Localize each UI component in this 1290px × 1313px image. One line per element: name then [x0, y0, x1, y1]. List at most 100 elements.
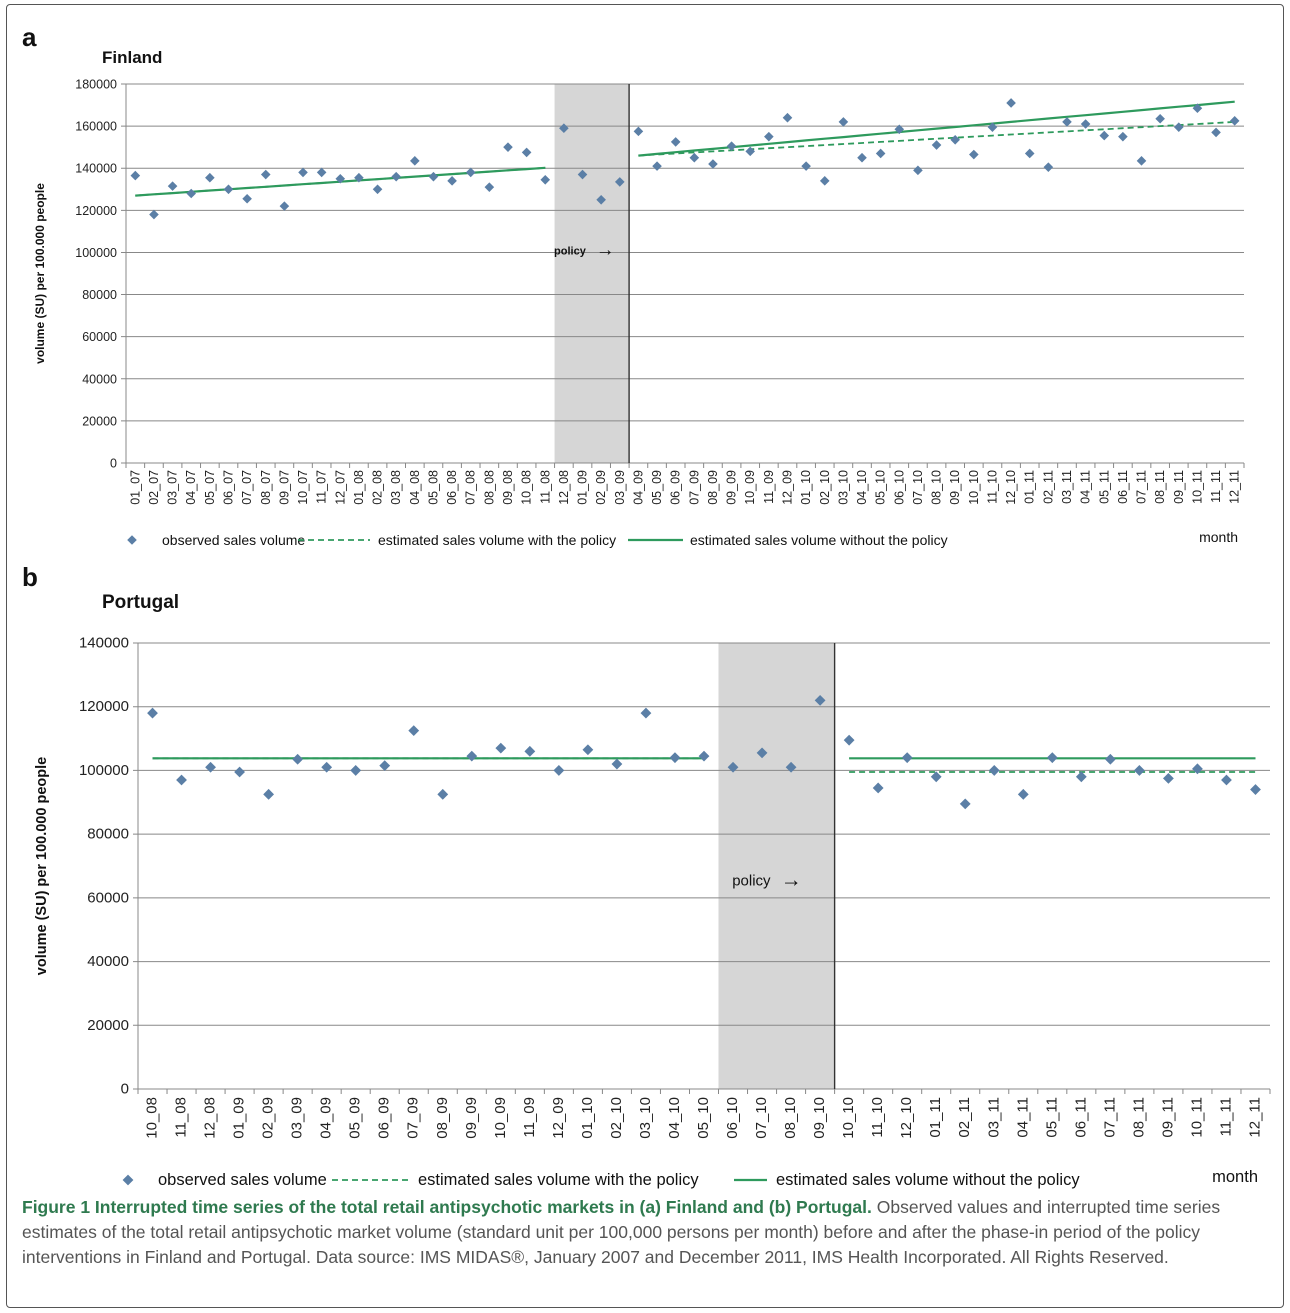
observed-point [372, 184, 383, 195]
y-tick-label: 0 [110, 457, 117, 471]
legend-label-with-policy: estimated sales volume with the policy [418, 1171, 699, 1189]
observed-point [316, 167, 327, 178]
observed-point [1229, 116, 1240, 126]
policy-shaded-period [718, 643, 835, 1089]
x-tick-label: 02_11 [1041, 470, 1055, 504]
y-tick-label: 100000 [79, 762, 129, 779]
x-tick-label: 07_09 [687, 470, 701, 505]
x-tick-label: 11_09 [762, 470, 776, 504]
observed-point [350, 765, 362, 776]
legend-label-observed: observed sales volume [162, 532, 305, 548]
y-tick-label: 80000 [87, 826, 129, 843]
observed-point [1099, 130, 1110, 141]
observed-point [1118, 131, 1128, 142]
x-tick-label: 03_10 [637, 1097, 654, 1139]
observed-point [857, 152, 867, 163]
x-tick-label: 05_11 [1097, 470, 1111, 504]
x-tick-label: 05_09 [347, 1097, 364, 1139]
observed-point [149, 209, 159, 220]
observed-point [553, 765, 565, 776]
panel-letter: b [22, 562, 38, 592]
observed-point [1017, 788, 1029, 800]
policy-label: policy [554, 246, 587, 258]
observed-point [242, 193, 252, 204]
observed-point [814, 694, 826, 706]
x-tick-label: 11_10 [869, 1097, 886, 1138]
observed-point [559, 123, 569, 134]
observed-point [1006, 98, 1016, 108]
x-tick-label: 11_08 [538, 470, 552, 504]
x-tick-label: 01_10 [799, 470, 813, 505]
observed-point [959, 798, 971, 810]
trend-line-with-policy [638, 121, 1235, 157]
observed-point [843, 734, 855, 746]
x-tick-label: 03_08 [389, 470, 403, 505]
y-tick-label: 60000 [87, 889, 129, 906]
chart-title: Finland [102, 48, 162, 67]
x-tick-label: 10_08 [144, 1097, 161, 1139]
x-tick-label: 07_07 [240, 470, 254, 505]
x-tick-label: 12_11 [1246, 1097, 1263, 1138]
observed-point [611, 758, 623, 770]
y-tick-label: 80000 [82, 288, 117, 302]
observed-point [596, 195, 606, 205]
observed-point [410, 156, 420, 166]
x-tick-label: 06_09 [669, 470, 683, 505]
observed-point [670, 137, 681, 147]
x-tick-label: 12_08 [202, 1097, 219, 1139]
observed-point [785, 761, 797, 773]
trend-line-without-policy [638, 100, 1235, 157]
y-axis-label: volume (SU) per 100.000 people [34, 757, 50, 975]
x-tick-label: 05_11 [1043, 1097, 1060, 1138]
observed-point [167, 181, 178, 191]
observed-point [260, 169, 271, 180]
x-tick-label: 03_11 [985, 1097, 1002, 1138]
policy-label: policy [732, 873, 771, 890]
x-tick-label: 04_09 [631, 470, 645, 505]
observed-point [1211, 127, 1221, 138]
x-tick-label: 05_10 [874, 470, 888, 505]
x-tick-label: 05_09 [650, 470, 664, 505]
x-tick-label: 07_11 [1101, 1097, 1118, 1138]
observed-point [379, 760, 391, 772]
legend-marker-observed [122, 1174, 134, 1186]
observed-point [801, 161, 811, 171]
x-tick-label: 05_10 [695, 1097, 712, 1139]
y-tick-label: 40000 [87, 953, 129, 970]
x-tick-label: 05_08 [426, 470, 440, 505]
observed-point [950, 134, 960, 145]
observed-point [234, 766, 245, 778]
y-tick-label: 40000 [82, 372, 117, 386]
x-tick-label: 03_11 [1060, 470, 1074, 504]
observed-point [640, 707, 652, 719]
x-tick-label: 04_07 [184, 470, 198, 505]
policy-arrow: → [596, 239, 615, 260]
observed-point [756, 747, 768, 759]
x-tick-label: 04_11 [1014, 1097, 1031, 1138]
x-tick-label: 02_07 [147, 470, 161, 505]
x-tick-label: 07_09 [405, 1097, 422, 1139]
observed-point [1250, 784, 1261, 795]
chart-title: Portugal [102, 592, 179, 613]
observed-point [484, 182, 495, 192]
observed-point [969, 149, 979, 160]
observed-point [745, 146, 756, 157]
x-tick-label: 07_10 [753, 1097, 770, 1139]
observed-point [652, 161, 662, 171]
legend-label-without-policy: estimated sales volume without the polic… [690, 532, 948, 548]
y-tick-label: 120000 [75, 204, 117, 218]
x-tick-label: 10_11 [1190, 470, 1204, 504]
observed-point [1192, 763, 1203, 775]
observed-point [447, 176, 457, 186]
policy-shaded-period [554, 84, 630, 463]
x-tick-label: 11_09 [521, 1097, 538, 1138]
observed-point [669, 752, 681, 764]
x-tick-label: 01_08 [352, 470, 366, 505]
x-tick-label: 09_10 [811, 1097, 828, 1139]
x-tick-label: 08_10 [930, 470, 944, 505]
observed-point [988, 765, 1000, 776]
observed-point [1062, 117, 1072, 127]
x-tick-label: 10_07 [296, 470, 310, 505]
x-tick-label: 08_11 [1153, 470, 1167, 504]
legend-label-without-policy: estimated sales volume without the polic… [776, 1171, 1080, 1189]
